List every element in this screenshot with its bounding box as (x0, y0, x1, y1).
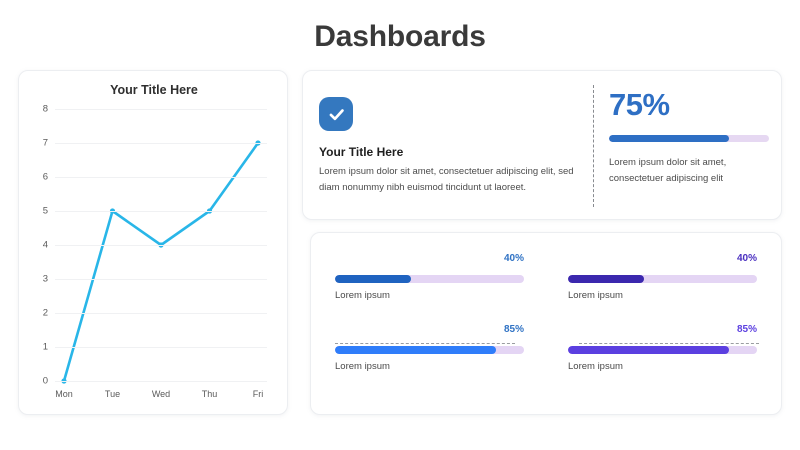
chart-gridline (55, 143, 267, 144)
horizontal-dashed-divider-right (579, 343, 759, 344)
chart-y-tick-label: 3 (42, 273, 48, 285)
metric-progress-fill (335, 275, 411, 283)
check-circle-icon (319, 97, 353, 131)
metric-item: 40% Lorem ipsum (335, 253, 524, 324)
metric-label: Lorem ipsum (335, 360, 390, 372)
chart-x-tick-label: Tue (104, 389, 121, 399)
chart-y-tick-label: 4 (42, 239, 48, 251)
metric-progress-track (335, 345, 524, 354)
chart-gridline (55, 211, 267, 212)
chart-data-point (158, 242, 164, 248)
chart-gridline (55, 177, 267, 178)
chart-y-tick-label: 6 (42, 171, 48, 183)
info-card-title: Your Title Here (319, 145, 404, 159)
metric-progress-track (568, 345, 757, 354)
info-highlight-card: Your Title Here Lorem ipsum dolor sit am… (302, 70, 782, 220)
metric-percent-label: 40% (736, 253, 757, 264)
highlight-progress-fill (609, 135, 729, 142)
chart-gridline (55, 313, 267, 314)
metric-label: Lorem ipsum (568, 290, 623, 301)
chart-gridline (55, 245, 267, 246)
highlight-progress-track (609, 135, 769, 142)
metric-percent-label: 85% (503, 323, 524, 335)
horizontal-dashed-divider-left (335, 343, 515, 344)
metric-label: Lorem ipsum (335, 290, 390, 301)
metric-progress-fill (568, 345, 729, 354)
metric-progress-fill (335, 345, 496, 354)
metric-progress-track (568, 275, 757, 283)
metric-item: 40% Lorem ipsum (568, 253, 757, 324)
metric-percent-label: 85% (736, 323, 757, 335)
chart-x-tick-label: Wed (151, 389, 171, 399)
chart-gridline (55, 347, 267, 348)
metrics-card: 40% Lorem ipsum 40% Lorem ipsum 85% Lore… (310, 232, 782, 415)
metric-progress-fill (568, 275, 644, 283)
highlight-caption: Lorem ipsum dolor sit amet, consectetuer… (609, 157, 727, 185)
metric-label: Lorem ipsum (568, 360, 623, 372)
chart-x-tick-label: Fri (252, 389, 264, 399)
chart-title: Your Title Here (110, 83, 198, 97)
metric-percent-label: 40% (503, 253, 524, 264)
chart-gridline (55, 381, 267, 382)
chart-y-tick-label: 2 (42, 307, 48, 319)
page-title: Dashboards (314, 20, 486, 53)
chart-y-tick-label: 7 (42, 137, 48, 149)
vertical-dashed-divider (593, 85, 594, 207)
info-card-body: Lorem ipsum dolor sit amet, consectetuer… (319, 166, 574, 193)
metric-item: 85% Lorem ipsum (335, 324, 524, 395)
metrics-grid: 40% Lorem ipsum 40% Lorem ipsum 85% Lore… (311, 233, 781, 414)
chart-plot-area: 0 1 2 3 4 5 6 7 8 Mon Tue Wed Thu Fri (43, 104, 267, 399)
metric-item: 85% Lorem ipsum (568, 324, 757, 395)
chart-gridline (55, 279, 267, 280)
chart-y-tick-label: 8 (42, 103, 48, 115)
chart-y-tick-label: 1 (42, 341, 48, 353)
chart-x-tick-label: Thu (201, 389, 218, 399)
line-chart-card: Your Title Here 0 1 2 3 4 5 6 7 8 Mon Tue Wed Thu Fri (18, 70, 288, 415)
chart-y-tick-label: 0 (42, 375, 48, 387)
chart-y-tick-label: 5 (42, 205, 48, 217)
highlight-percent-value: 75% (609, 87, 670, 122)
chart-x-tick-label: Mon (55, 389, 73, 399)
chart-gridline (55, 109, 267, 110)
metric-progress-track (335, 275, 524, 283)
